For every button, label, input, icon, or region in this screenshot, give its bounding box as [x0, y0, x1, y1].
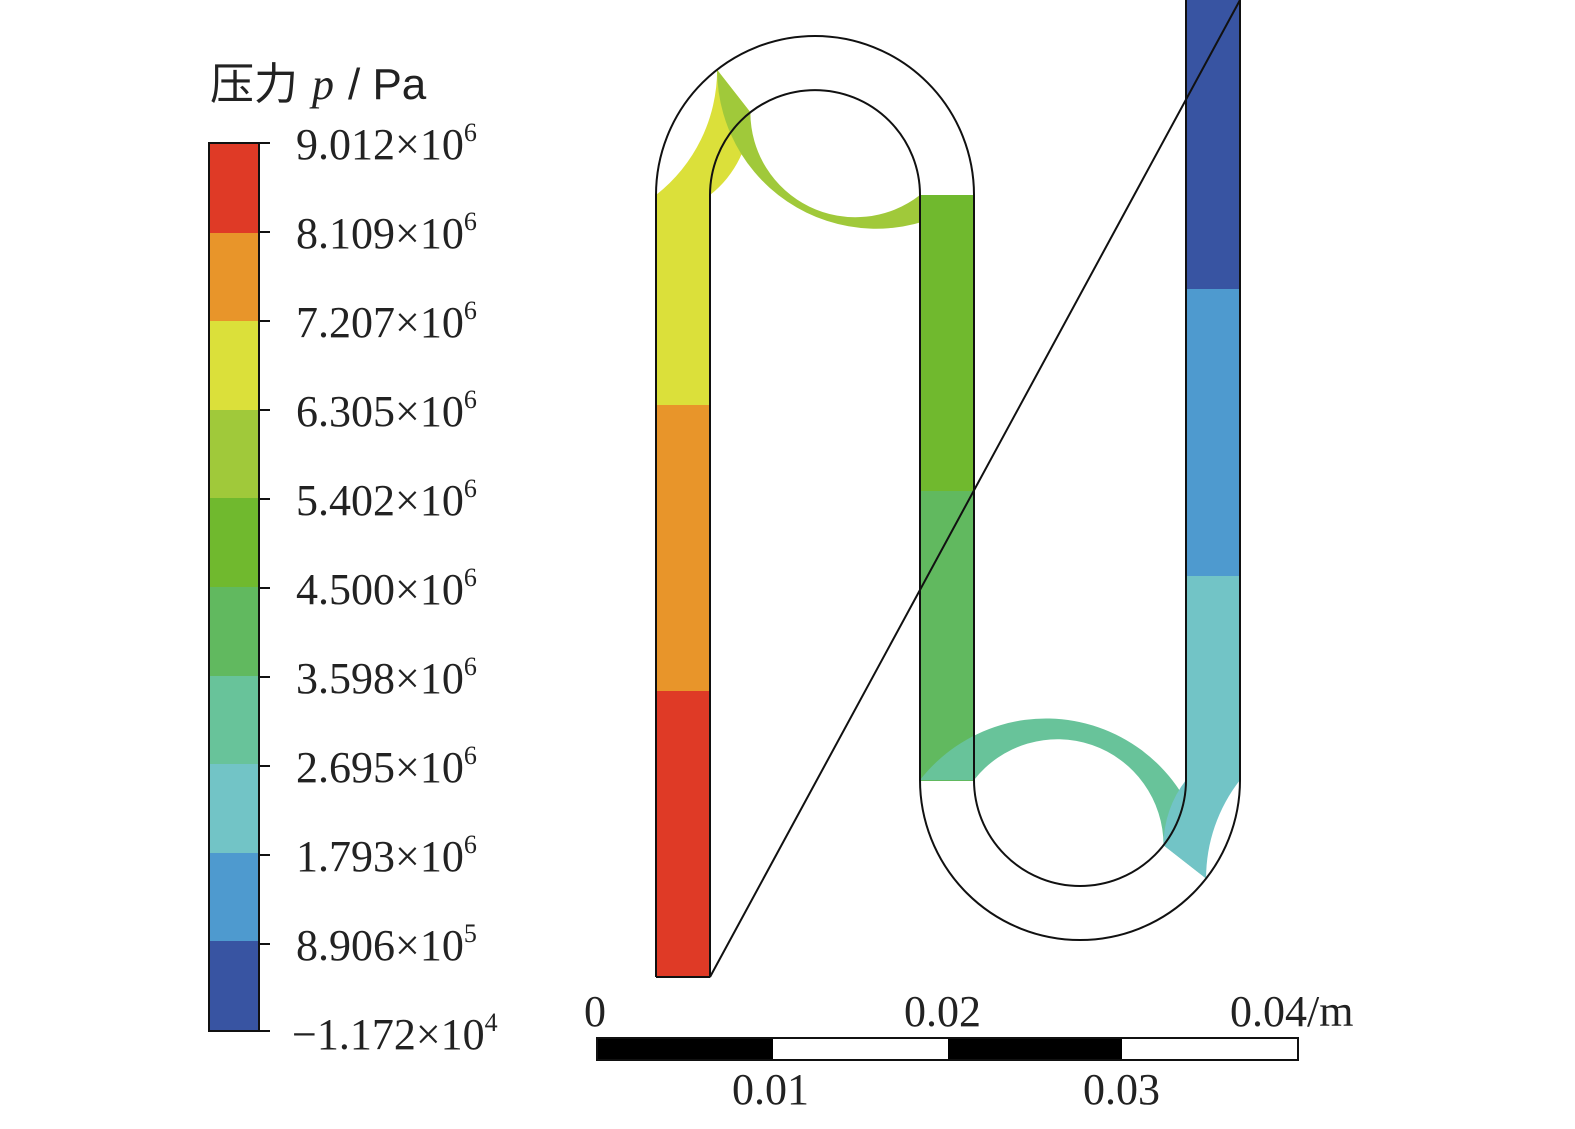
legend-title-symbol: p	[312, 60, 334, 109]
field-region-top-arc	[717, 69, 974, 229]
field-region-left-top	[656, 195, 710, 405]
colorbar-tick	[260, 587, 270, 589]
channel-outline	[655, 0, 1241, 978]
tick-mantissa: 5.402×10	[296, 476, 464, 525]
scale-label-0.04: 0.04/m	[1230, 987, 1354, 1036]
colorbar-tick	[260, 765, 270, 767]
colorbar-tick	[260, 854, 270, 856]
colorbar-tick	[260, 676, 270, 678]
colorbar-band	[210, 409, 258, 499]
colorbar-tick-label: 4.500×106	[296, 565, 477, 612]
tick-mantissa: 3.598×10	[296, 654, 464, 703]
tick-mantissa: 8.906×10	[296, 921, 464, 970]
colorbar-tick	[260, 409, 270, 411]
field-region-right-middle	[1186, 288, 1240, 576]
tick-mantissa: 8.109×10	[296, 209, 464, 258]
field-region-left-bottom	[656, 690, 710, 977]
colorbar-tick	[260, 231, 270, 233]
colorbar-tick-label: 1.793×106	[296, 832, 477, 879]
tick-exponent: 6	[463, 207, 477, 236]
scale-segment	[772, 1039, 948, 1059]
tick-exponent: 6	[463, 118, 477, 147]
colorbar-tick-label: 2.695×106	[296, 743, 477, 790]
colorbar-tick	[260, 142, 270, 144]
tick-exponent: 6	[463, 474, 477, 503]
field-region-right-bottom	[1186, 575, 1240, 781]
tick-exponent: 6	[463, 830, 477, 859]
tick-exponent: 4	[484, 1008, 498, 1037]
scale-label-0.02: 0.02	[904, 987, 981, 1036]
colorbar-tick-label: 7.207×106	[296, 298, 477, 345]
colorbar-tick-label: 9.012×106	[296, 120, 477, 167]
scale-label-0.01: 0.01	[732, 1065, 809, 1114]
field-region-middle-top	[920, 195, 974, 492]
colorbar-band	[210, 941, 258, 1030]
scale-segment	[1122, 1039, 1297, 1059]
colorbar-tick	[260, 498, 270, 500]
colorbar-tick-label: 5.402×106	[296, 476, 477, 523]
colorbar-tick-label: 3.598×106	[296, 654, 477, 701]
tick-exponent: 6	[463, 385, 477, 414]
tick-mantissa: 6.305×10	[296, 387, 464, 436]
tick-mantissa: 7.207×10	[296, 298, 464, 347]
colorbar-band	[210, 852, 258, 942]
colorbar-band	[210, 232, 258, 322]
tick-exponent: 5	[463, 919, 477, 948]
colorbar-tick-label: 8.906×105	[296, 921, 477, 968]
colorbar-tick-label: −1.172×104	[292, 1010, 498, 1057]
colorbar-band	[210, 764, 258, 853]
tick-mantissa: 9.012×10	[296, 120, 464, 169]
field-region-left-middle	[656, 404, 710, 691]
scale-label-0: 0	[584, 987, 606, 1036]
scale-bar	[596, 1037, 1299, 1061]
colorbar-tick-label: 8.109×106	[296, 209, 477, 256]
colorbar-tick	[260, 1030, 270, 1032]
tick-mantissa: 2.695×10	[296, 743, 464, 792]
tick-exponent: 6	[463, 563, 477, 592]
field-region-middle-bottom	[920, 491, 974, 781]
scale-segment	[598, 1039, 773, 1059]
legend-title: 压力 p / Pa	[210, 48, 426, 112]
colorbar-band	[210, 675, 258, 765]
colorbar-tick-label: 6.305×106	[296, 387, 477, 434]
colorbar-band	[210, 586, 258, 676]
legend-title-cn: 压力	[210, 59, 298, 110]
tick-mantissa: −1.172×10	[292, 1010, 485, 1059]
tick-mantissa: 4.500×10	[296, 565, 464, 614]
colorbar-tick	[260, 320, 270, 322]
tick-exponent: 6	[463, 741, 477, 770]
tick-exponent: 6	[463, 296, 477, 325]
colorbar-band	[210, 321, 258, 410]
tick-exponent: 6	[463, 652, 477, 681]
colorbar-band	[210, 144, 258, 233]
pressure-colorbar	[208, 142, 260, 1032]
scale-segment	[947, 1039, 1123, 1059]
field-region-bottom-arc	[920, 718, 1207, 879]
tick-mantissa: 1.793×10	[296, 832, 464, 881]
colorbar-tick	[260, 943, 270, 945]
scale-label-0.03: 0.03	[1083, 1065, 1160, 1114]
colorbar-band	[210, 498, 258, 587]
legend-title-unit: / Pa	[348, 60, 427, 109]
field-region-right-top	[1186, 0, 1240, 289]
